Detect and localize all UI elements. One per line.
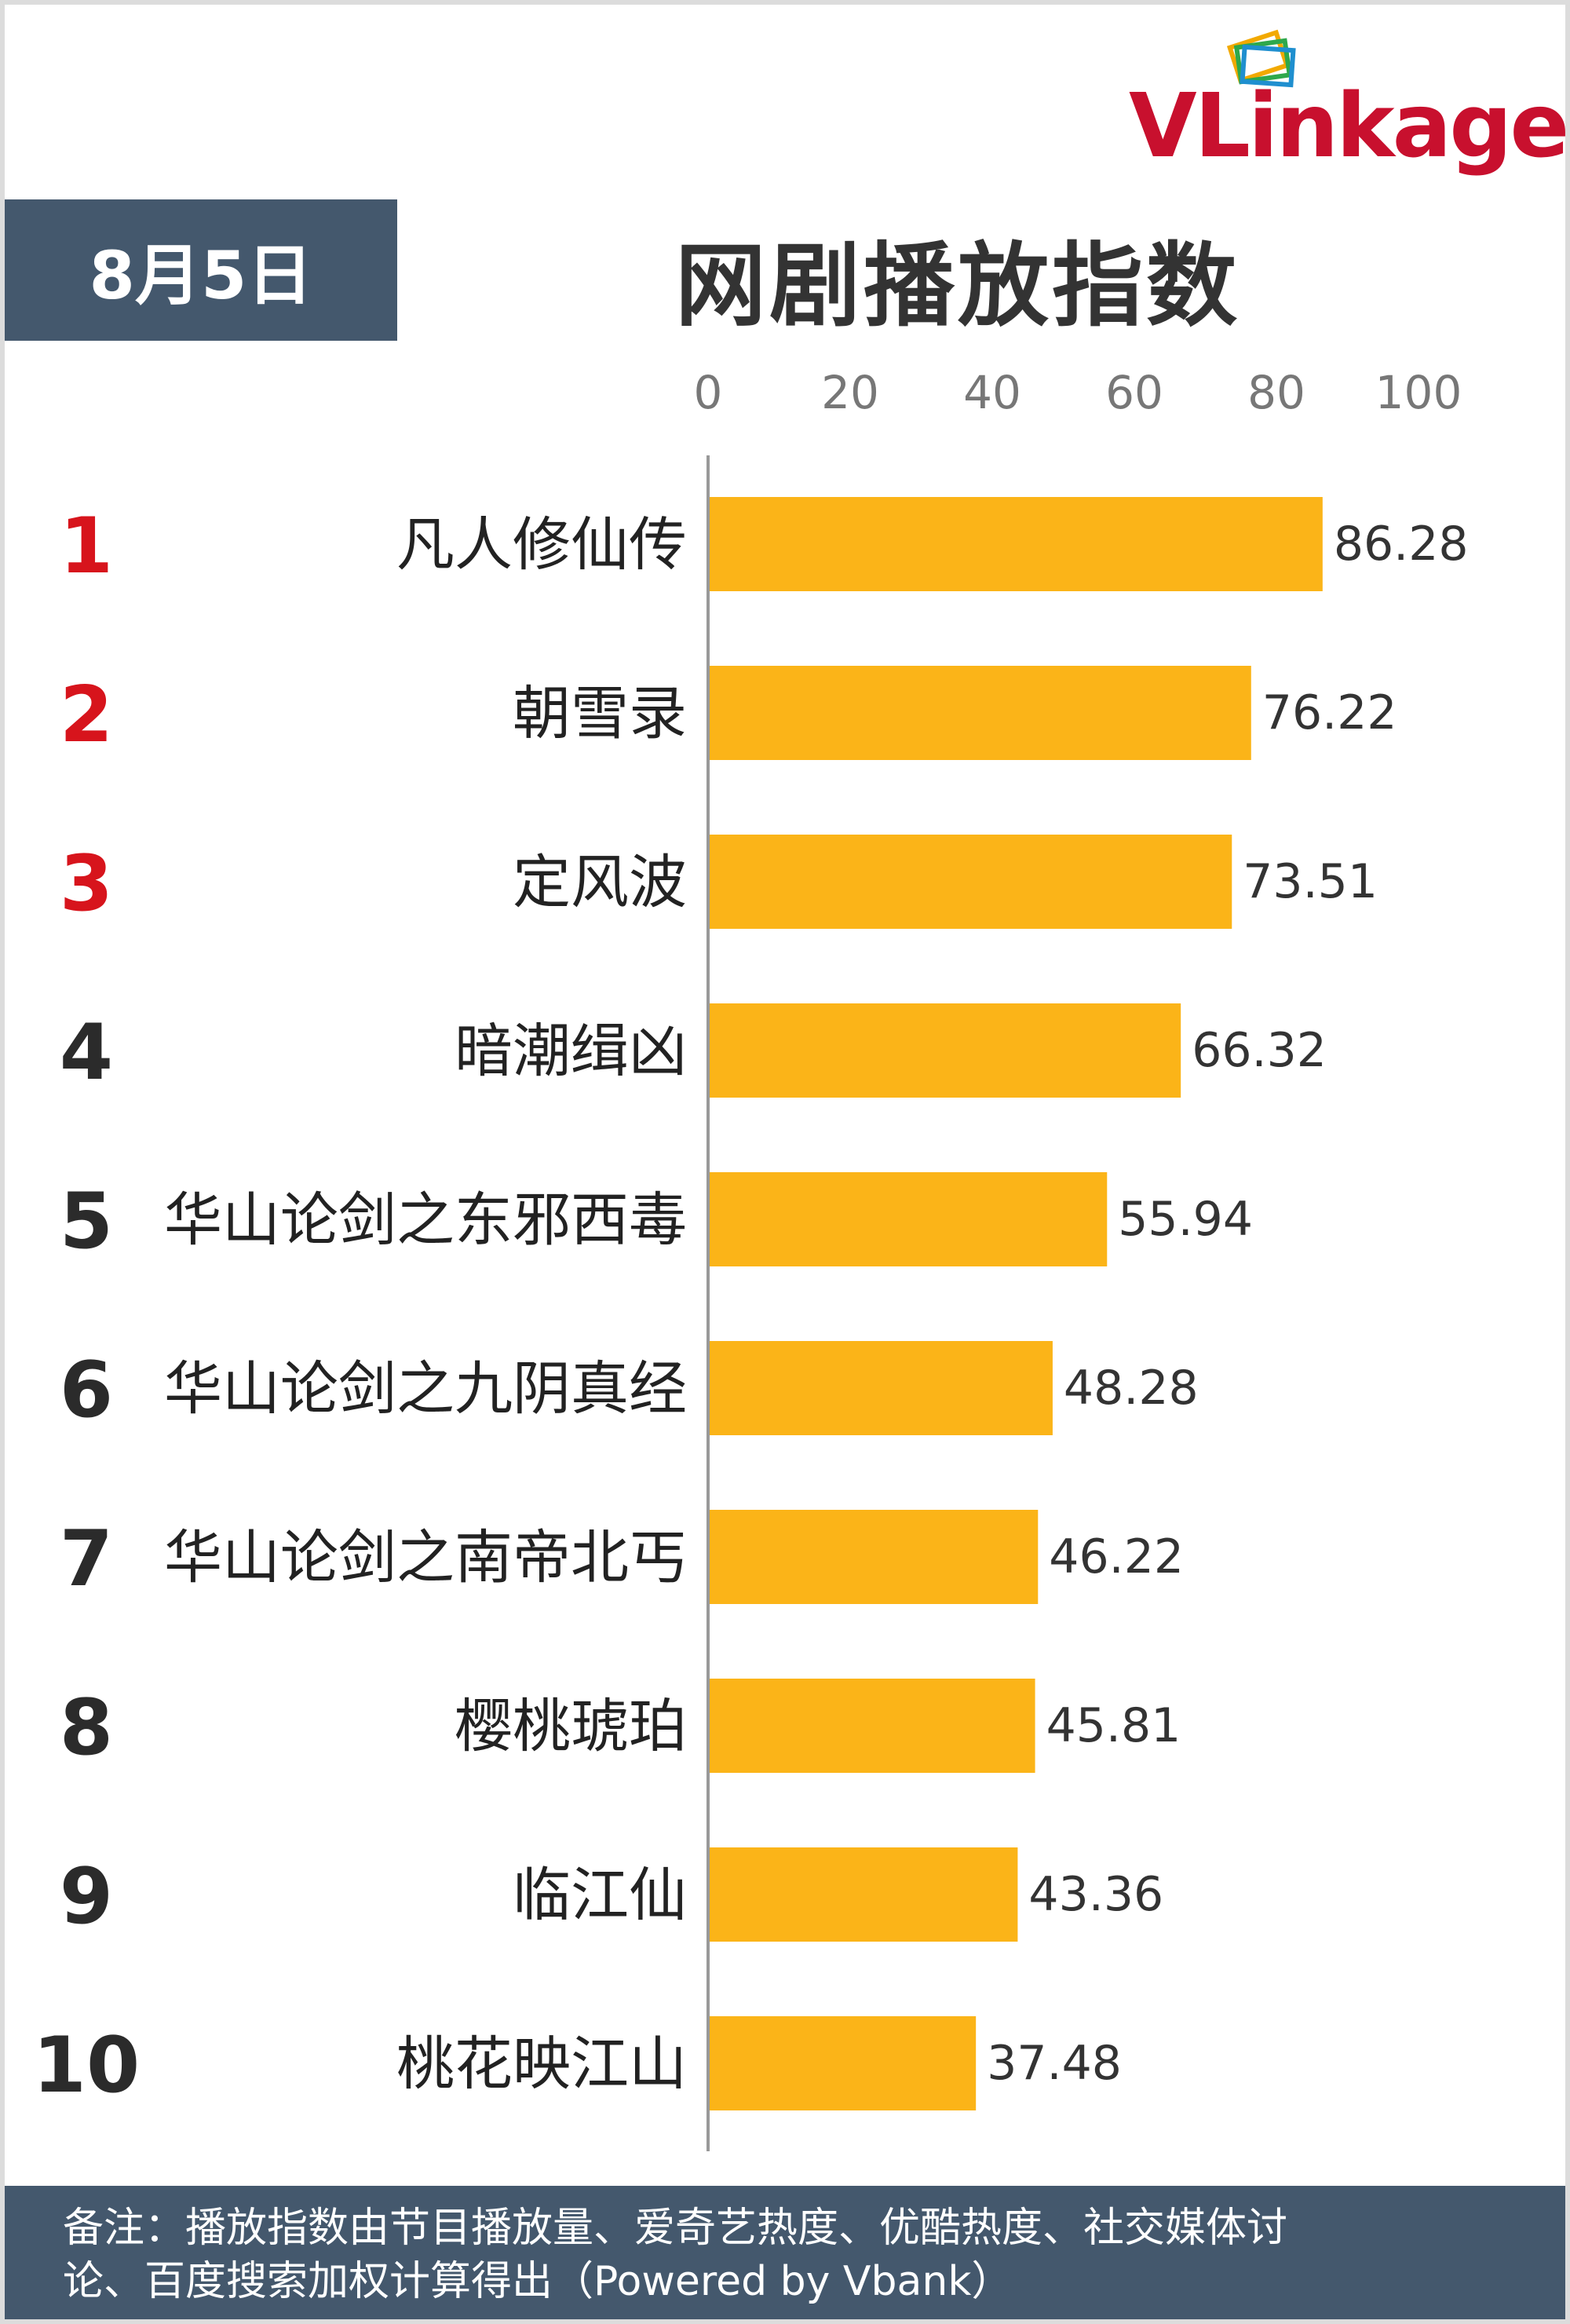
bar: [710, 666, 1251, 760]
bar: [710, 1003, 1181, 1098]
rank-number: 7: [60, 1515, 113, 1604]
footnote-line-2: 论、百度搜索加权计算得出（Powered by Vbank）: [63, 2258, 1013, 2305]
bar-value-label: 66.32: [1192, 1023, 1327, 1078]
rank-number: 5: [60, 1177, 113, 1266]
bar: [710, 497, 1323, 591]
bar-chart: 0 20 40 60 80 100 86.28 凡人修仙传 1 76.22 朝雪录 2 73.51 定风波…: [33, 366, 1469, 2151]
rank-number: 6: [60, 1346, 113, 1435]
category-label: 华山论剑之九阴真经: [164, 1355, 687, 1423]
bar-value-label: 86.28: [1334, 517, 1469, 572]
brand-logo: VLinkage: [1129, 24, 1569, 177]
x-tick-label: 60: [1105, 366, 1163, 419]
category-label: 华山论剑之东邪西毒: [164, 1186, 687, 1254]
page-title: 网剧播放指数: [675, 233, 1240, 339]
x-tick-label: 0: [694, 366, 723, 419]
category-label: 华山论剑之南帝北丐: [164, 1524, 687, 1591]
bar: [710, 1172, 1108, 1266]
footnote-line-1: 备注：播放指数由节目播放量、爱奇艺热度、优酷热度、社交媒体讨: [63, 2205, 1288, 2252]
bar-value-label: 73.51: [1243, 854, 1378, 909]
x-tick-label: 80: [1247, 366, 1305, 419]
x-tick-label: 20: [821, 366, 879, 419]
rank-number: 3: [60, 839, 113, 929]
bar-value-label: 48.28: [1064, 1361, 1199, 1416]
x-tick-label: 40: [963, 366, 1021, 419]
category-label: 桃花映江山: [396, 2030, 687, 2098]
bar: [710, 1341, 1053, 1435]
footnote-bar: 备注：播放指数由节目播放量、爱奇艺热度、优酷热度、社交媒体讨 论、百度搜索加权计…: [5, 2186, 1565, 2319]
x-tick-label: 100: [1375, 366, 1462, 419]
category-label: 朝雪录: [513, 680, 687, 747]
rank-number: 10: [33, 2021, 140, 2110]
rank-number: 4: [60, 1008, 113, 1098]
bar: [710, 1679, 1035, 1773]
bar: [710, 2016, 977, 2110]
category-label: 凡人修仙传: [396, 511, 687, 579]
bar-value-label: 46.22: [1049, 1529, 1184, 1584]
bar-value-label: 45.81: [1046, 1698, 1181, 1753]
bar: [710, 1510, 1039, 1604]
logo-wordmark: VLinkage: [1129, 75, 1569, 177]
category-label: 樱桃琥珀: [455, 1693, 687, 1760]
category-label: 定风波: [513, 849, 687, 916]
rank-number: 1: [60, 502, 113, 591]
rank-number: 8: [60, 1683, 113, 1773]
bar: [710, 1847, 1018, 1942]
logo-cards-icon: [1226, 29, 1296, 88]
category-label: 临江仙: [513, 1862, 687, 1929]
rank-number: 2: [60, 671, 113, 760]
bar-value-label: 37.48: [987, 2036, 1122, 2091]
date-badge: 8月5日: [5, 199, 397, 341]
bar: [710, 835, 1232, 929]
bar-value-label: 43.36: [1028, 1867, 1163, 1922]
rank-number: 9: [60, 1852, 113, 1942]
bar-value-label: 55.94: [1118, 1192, 1253, 1247]
category-label: 暗潮缉凶: [455, 1018, 687, 1085]
bar-value-label: 76.22: [1262, 685, 1397, 740]
